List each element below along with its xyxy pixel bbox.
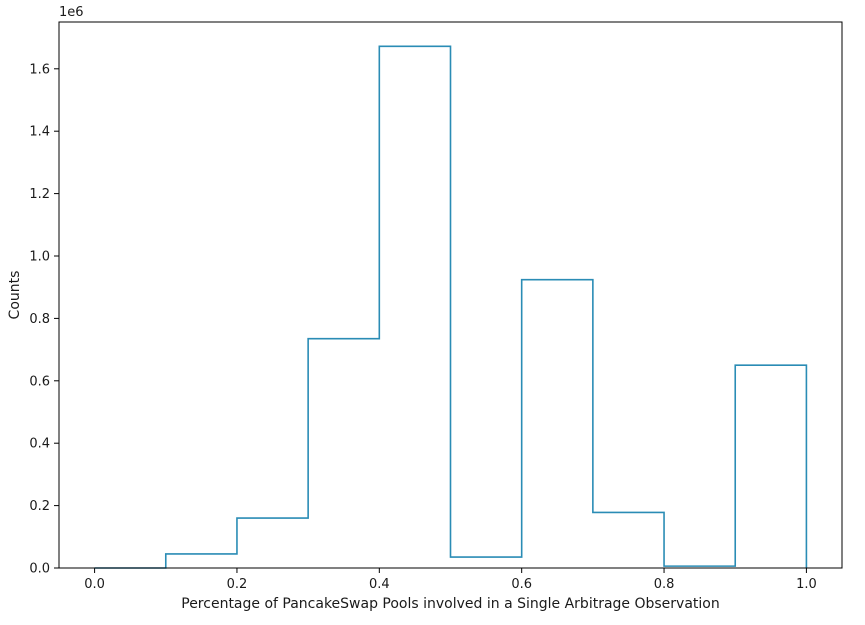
y-axis-ticks: 0.0 0.2 0.4 0.6 0.8 1.0 1.2 1.4 1.6 bbox=[29, 62, 59, 577]
y-tick-label: 1.0 bbox=[29, 250, 50, 265]
plot-frame bbox=[58, 21, 843, 569]
x-tick-label: 1.0 bbox=[796, 577, 817, 592]
y-axis-offset-label: 1e6 bbox=[59, 5, 84, 20]
y-tick-label: 0.8 bbox=[29, 312, 50, 327]
y-axis-label: Counts bbox=[7, 271, 23, 320]
y-tick-label: 1.2 bbox=[29, 187, 50, 202]
x-axis-label: Percentage of PancakeSwap Pools involved… bbox=[181, 596, 719, 612]
x-tick-label: 0.0 bbox=[84, 577, 105, 592]
x-tick-label: 0.6 bbox=[511, 577, 532, 592]
x-tick-label: 0.2 bbox=[227, 577, 248, 592]
y-tick-label: 1.4 bbox=[29, 125, 50, 140]
x-axis-ticks: 0.0 0.2 0.4 0.6 0.8 1.0 bbox=[84, 568, 817, 592]
histogram-step-line bbox=[94, 45, 808, 569]
y-tick-label: 0.6 bbox=[29, 374, 50, 389]
x-tick-label: 0.8 bbox=[654, 577, 675, 592]
y-tick-label: 0.2 bbox=[29, 499, 50, 514]
y-tick-label: 0.4 bbox=[29, 437, 50, 452]
y-tick-label: 0.0 bbox=[29, 562, 50, 577]
y-tick-label: 1.6 bbox=[29, 62, 50, 77]
x-tick-label: 0.4 bbox=[369, 577, 390, 592]
